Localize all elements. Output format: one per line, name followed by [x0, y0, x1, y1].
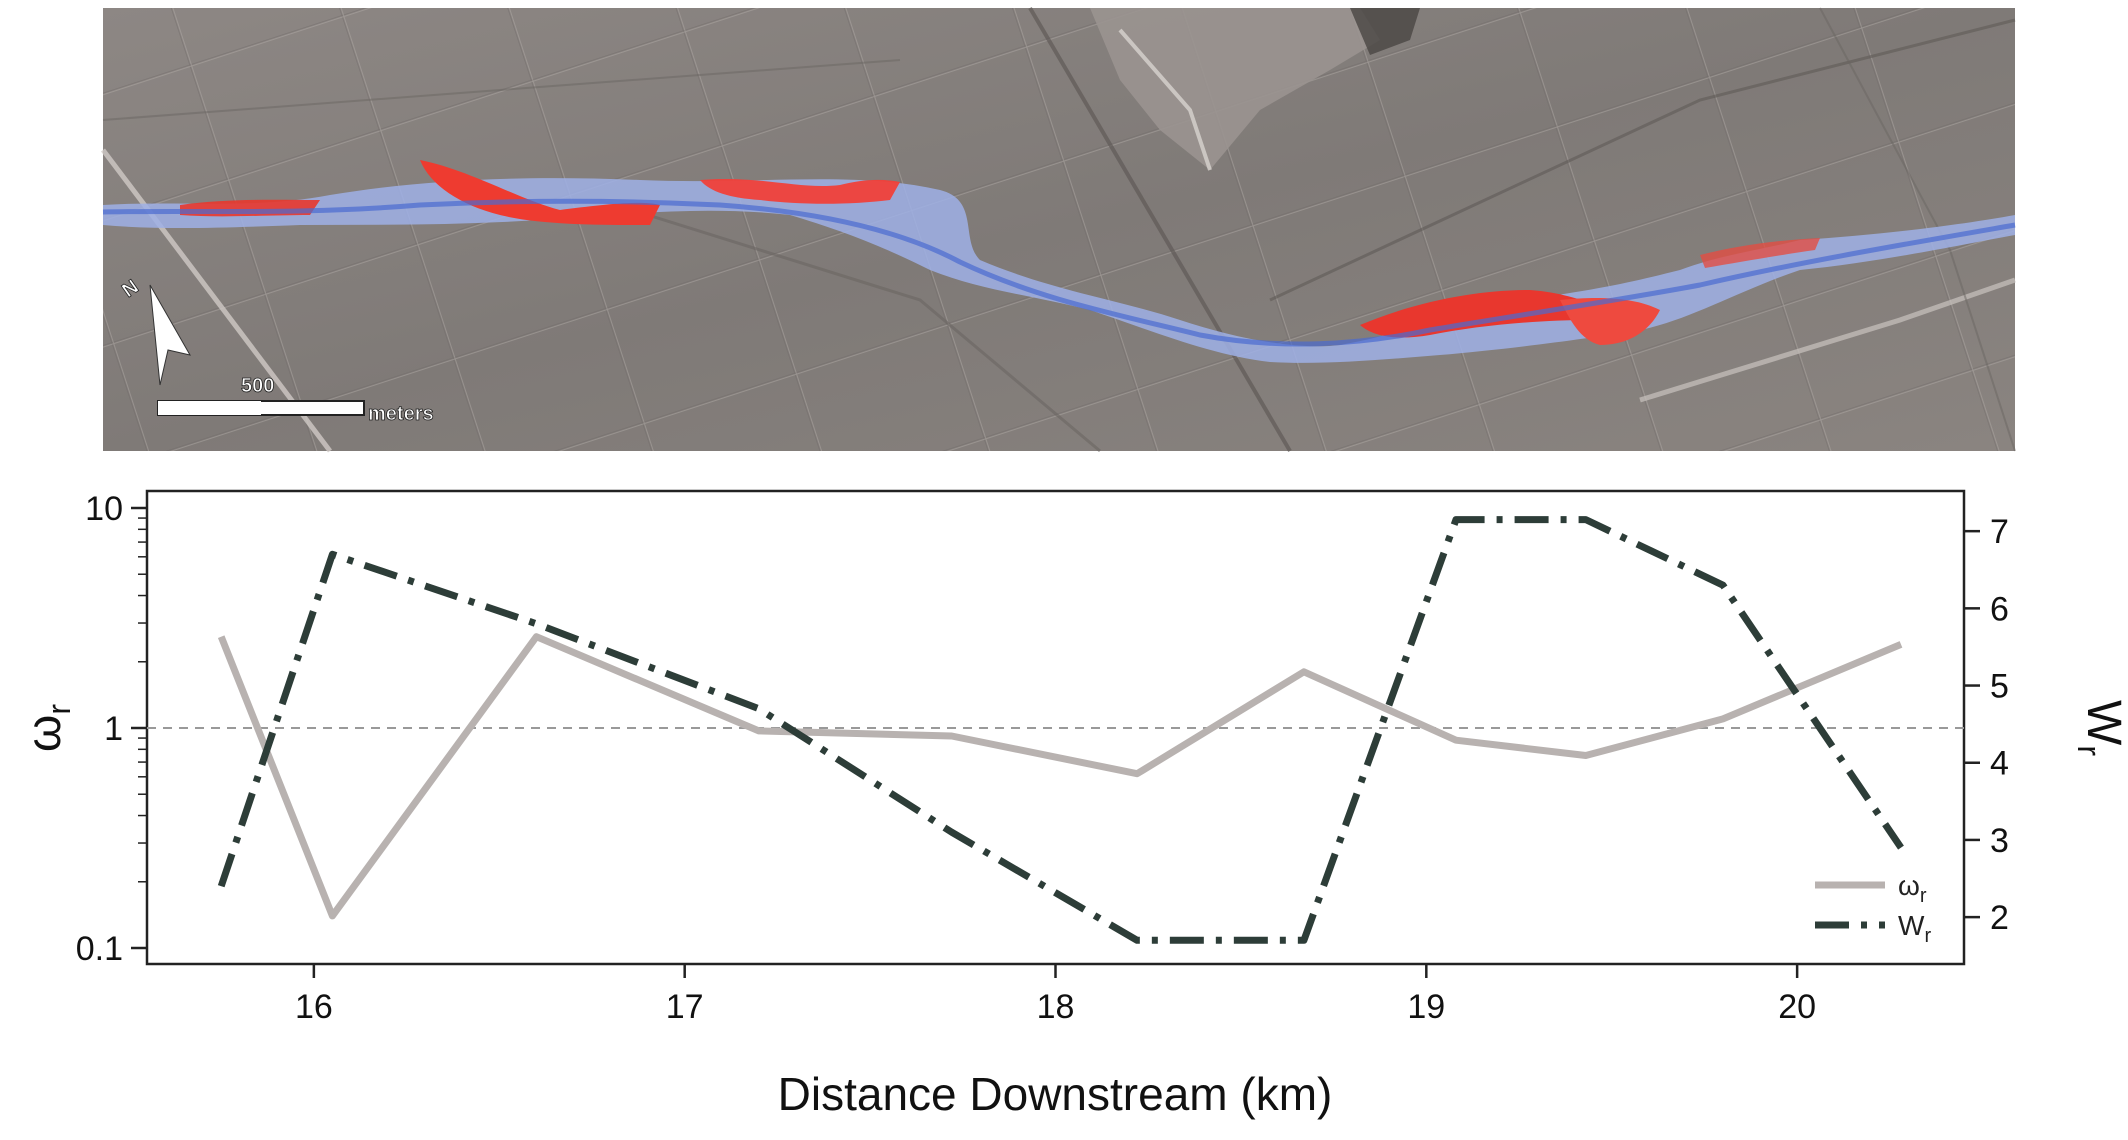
- x-axis-title: Distance Downstream (km): [778, 1068, 1333, 1120]
- right-axis-title: Wr: [2071, 700, 2128, 756]
- scale-unit-label: meters: [368, 403, 434, 425]
- right-axis-title-sub: r: [2071, 745, 2107, 756]
- y-right-tick-label: 2: [1990, 899, 2009, 937]
- right-axis-title-main: W: [2077, 700, 2128, 746]
- left-axis-title: ωr: [18, 704, 77, 752]
- y-right-tick-label: 5: [1990, 668, 2009, 706]
- x-tick-label: 19: [1407, 988, 1445, 1026]
- y-right-tick-label: 7: [1990, 513, 2009, 551]
- legend-label-w-main: W: [1898, 910, 1925, 941]
- y-left-tick-label: 10: [85, 490, 123, 528]
- x-tick-label: 20: [1778, 988, 1816, 1026]
- left-axis: 0.1 1 10: [76, 490, 147, 968]
- bottom-axis: 16 17 18 19 20: [295, 964, 1816, 1026]
- right-axis: 2 3 4 5 6 7: [1964, 513, 2009, 937]
- left-axis-title-sub: r: [41, 704, 77, 715]
- y-left-tick-label: 1: [104, 710, 123, 748]
- legend-label-omega-main: ω: [1898, 870, 1920, 901]
- legend-label-omega-sub: r: [1920, 885, 1927, 907]
- scale-value-label: 500: [241, 375, 274, 397]
- y-right-tick-label: 4: [1990, 745, 2009, 783]
- x-tick-label: 17: [666, 988, 704, 1026]
- y-left-tick-label: 0.1: [76, 930, 123, 968]
- x-tick-label: 18: [1037, 988, 1075, 1026]
- y-right-tick-label: 3: [1990, 822, 2009, 860]
- y-right-tick-label: 6: [1990, 590, 2009, 628]
- x-tick-label: 16: [295, 988, 333, 1026]
- terrain-map: N 500 meters: [103, 8, 2015, 451]
- left-axis-title-main: ω: [18, 715, 71, 752]
- chart: 0.1 1 10 2 3 4 5 6 7 16 17 18 19 20 Distance Downst…: [18, 490, 2128, 1120]
- legend-label-w-sub: r: [1924, 925, 1931, 947]
